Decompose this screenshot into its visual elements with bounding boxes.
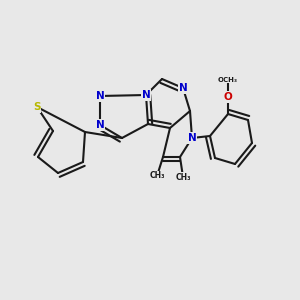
- Text: N: N: [142, 90, 150, 100]
- Text: CH₃: CH₃: [149, 172, 165, 181]
- Text: N: N: [178, 83, 188, 93]
- Text: CH₃: CH₃: [175, 172, 191, 182]
- Text: O: O: [224, 92, 232, 102]
- Text: N: N: [96, 91, 104, 101]
- Text: N: N: [188, 133, 196, 143]
- Text: OCH₃: OCH₃: [218, 77, 238, 83]
- Text: N: N: [96, 120, 104, 130]
- Text: S: S: [33, 102, 41, 112]
